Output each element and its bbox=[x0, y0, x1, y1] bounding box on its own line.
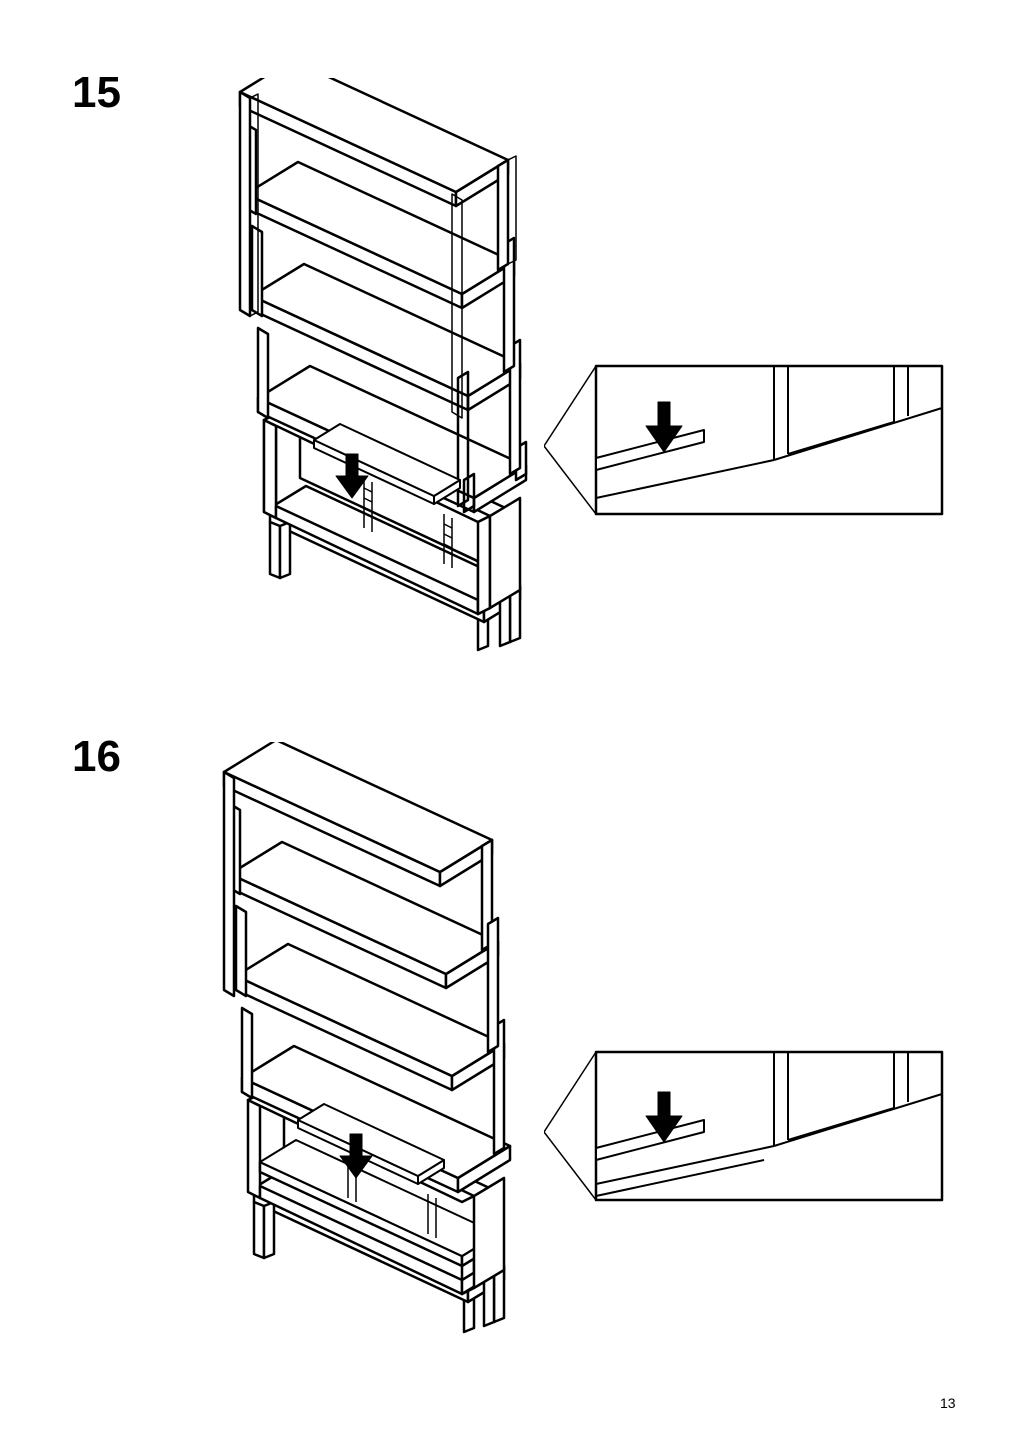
diagram-step-16-detail bbox=[544, 1044, 954, 1224]
diagram-step-15 bbox=[234, 78, 534, 658]
page-number: 13 bbox=[940, 1395, 956, 1411]
diagram-step-16 bbox=[210, 742, 530, 1342]
diagram-step-15-detail bbox=[544, 358, 954, 538]
step-number-16: 16 bbox=[72, 732, 121, 782]
step-number-15: 15 bbox=[72, 68, 121, 118]
